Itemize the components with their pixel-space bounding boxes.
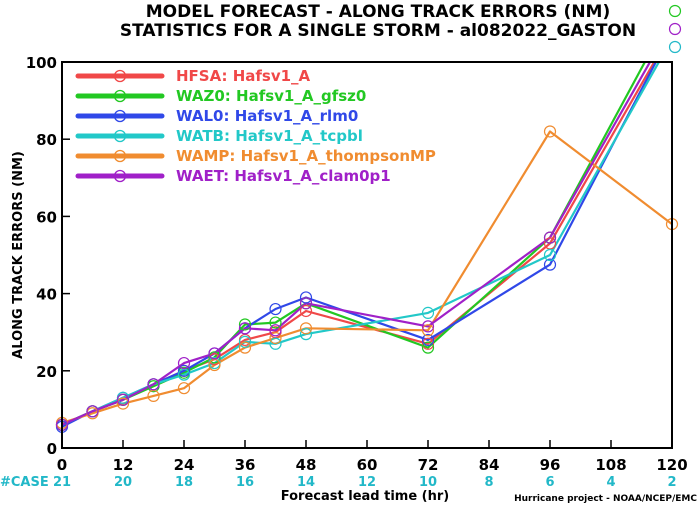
x-tick-label: 72 [418, 456, 439, 474]
data-point [299, 291, 313, 304]
data-point [147, 378, 160, 391]
data-point [543, 125, 557, 138]
case-label: #CASE [0, 475, 49, 490]
legend-label: WATB: Hafsv1_A_tcpbl [176, 127, 363, 145]
data-point [116, 397, 130, 410]
plot-frame [61, 61, 673, 449]
case-count: 18 [175, 475, 193, 490]
data-point [421, 333, 435, 347]
case-count: 2 [667, 475, 676, 490]
legend-marker [113, 129, 127, 143]
legend-label: HFSA: Hafsv1_A [176, 67, 311, 85]
case-count: 16 [236, 475, 254, 490]
series-line-2 [62, 62, 658, 428]
case-count: 20 [114, 475, 132, 490]
corner-circle-icons [668, 4, 682, 54]
legend-marker [113, 109, 127, 123]
data-point [543, 231, 557, 244]
y-tick-label: 80 [36, 131, 57, 149]
data-point [269, 331, 282, 345]
purple-circle-icon [668, 22, 682, 36]
y-tick-label: 0 [47, 440, 57, 458]
green-circle-icon [668, 4, 682, 18]
legend-label: WAMP: Hafsv1_A_thompsonMP [176, 147, 436, 165]
data-point [543, 258, 557, 271]
series-line-0 [62, 62, 656, 426]
data-point [421, 306, 435, 319]
case-count: 8 [484, 475, 493, 490]
legend-label: WAL0: Hafsv1_A_rlm0 [176, 107, 358, 125]
case-count: 21 [53, 475, 71, 490]
x-tick-label: 24 [174, 456, 195, 474]
chart-title: MODEL FORECAST - ALONG TRACK ERRORS (NM) [146, 2, 611, 22]
data-point [421, 320, 435, 333]
data-point [299, 297, 313, 310]
x-tick-label: 36 [235, 456, 256, 474]
data-point [238, 341, 252, 354]
x-tick-label: 84 [479, 456, 500, 474]
case-count: 14 [297, 475, 315, 490]
legend-marker [113, 169, 127, 183]
x-tick-label: 12 [113, 456, 134, 474]
legend-marker [113, 89, 127, 103]
y-tick-label: 100 [26, 54, 57, 72]
cyan-circle-icon [668, 40, 682, 54]
data-point [269, 337, 282, 350]
x-tick-label: 120 [656, 456, 687, 474]
y-axis-label: ALONG TRACK ERRORS (NM) [11, 151, 26, 359]
x-tick-label: 0 [57, 456, 67, 474]
y-axis-ticks: 0 20 40 60 80 100 [26, 54, 70, 458]
data-point [421, 341, 435, 354]
y-tick-label: 60 [36, 208, 57, 226]
credit-text: Hurricane project - NOAA/NCEP/EMC [514, 494, 697, 504]
data-point [299, 304, 313, 318]
x-axis-ticks: 0 12 24 36 48 60 72 84 96 108 120 [57, 440, 688, 474]
case-counts: 21 20 18 16 14 12 10 8 6 4 2 [53, 475, 677, 490]
data-point [543, 248, 557, 262]
y-tick-label: 20 [36, 363, 57, 381]
data-point [208, 351, 221, 364]
x-tick-label: 96 [540, 456, 561, 474]
legend-marker [113, 69, 127, 83]
data-point [208, 347, 221, 360]
data-point [299, 328, 313, 341]
case-count: 4 [606, 475, 615, 490]
data-point [86, 405, 99, 418]
data-point [299, 322, 313, 335]
case-count: 10 [419, 475, 437, 490]
x-tick-label: 48 [296, 456, 317, 474]
data-point [116, 393, 130, 406]
data-point [421, 337, 435, 350]
x-tick-label: 108 [595, 456, 626, 474]
data-point [177, 356, 191, 370]
y-tick-label: 40 [36, 286, 57, 304]
data-point [238, 318, 252, 331]
chart-subtitle: STATISTICS FOR A SINGLE STORM - al082022… [120, 21, 636, 41]
legend-marker [113, 149, 127, 163]
case-count: 6 [545, 475, 554, 490]
legend: HFSA: Hafsv1_A WAZ0: Hafsv1_A_gfsz0 WAL0: … [75, 67, 436, 185]
data-point [238, 322, 252, 335]
data-point [177, 382, 191, 395]
x-tick-label: 60 [357, 456, 378, 474]
data-point [269, 324, 282, 337]
x-axis-label: Forecast lead time (hr) [281, 489, 449, 504]
case-count: 12 [358, 475, 376, 490]
data-point [269, 302, 282, 316]
data-point [177, 364, 191, 377]
data-point [269, 316, 282, 329]
legend-label: WAET: Hafsv1_A_clam0p1 [176, 167, 391, 185]
data-point [238, 335, 252, 348]
series-line-5 [62, 62, 652, 426]
data-point [421, 324, 435, 337]
legend-label: WAZ0: Hafsv1_A_gfsz0 [176, 87, 366, 105]
